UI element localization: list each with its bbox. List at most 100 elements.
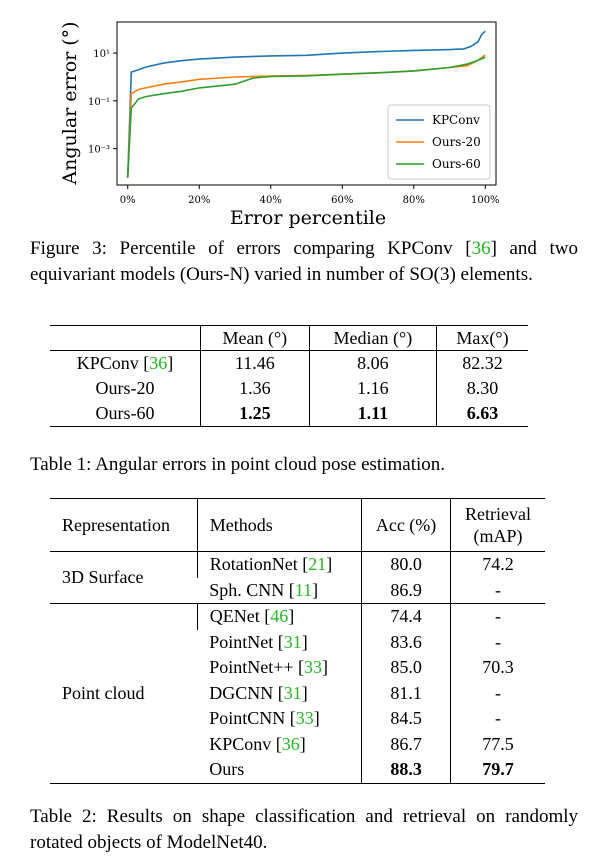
row: Ours-60 1.25 1.11 6.63 <box>50 401 528 427</box>
header-line: Retrieval <box>464 504 531 524</box>
x-tick-label: 80% <box>403 195 425 206</box>
cell: Sph. CNN [11] <box>197 578 361 604</box>
x-axis-label: Error percentile <box>230 207 386 229</box>
header-row: Mean (°) Median (°) Max(°) <box>50 325 528 351</box>
cell: 11.46 <box>199 350 310 376</box>
row: DGCNN [31] 81.1- <box>50 680 545 706</box>
group-cell: Point cloud <box>50 603 198 783</box>
cell: - <box>449 680 545 706</box>
citation: [36] <box>275 733 306 754</box>
caption-text: and two equivariant models (Ours-N) vari… <box>30 238 578 285</box>
x-tick-label: 40% <box>260 195 282 206</box>
caption-text: Angular errors in point cloud pose estim… <box>95 454 446 475</box>
cell: KPConv [36] <box>197 732 361 758</box>
cell: 85.0 <box>361 655 451 681</box>
cell: 82.32 <box>436 350 528 376</box>
cell: 83.6 <box>361 629 451 655</box>
row: PointCNN [33] 84.5- <box>50 706 545 732</box>
cell: 80.0 <box>361 551 451 578</box>
figure: Angular error (°) Error percentile 0% 20%… <box>59 21 500 229</box>
cell: - <box>449 577 545 604</box>
y-axis-label: Angular error (°) <box>59 21 81 185</box>
cell: RotationNet [21] <box>196 551 362 578</box>
cell: 84.5 <box>361 706 451 732</box>
row: KPConv [36] 11.46 8.06 82.32 <box>50 350 528 376</box>
method: Ours-20 <box>95 378 155 398</box>
method: KPConv <box>209 733 272 754</box>
row: Ours-20 1.36 1.16 8.30 <box>50 376 528 401</box>
cell: PointNet++ [33] <box>197 655 361 681</box>
cell: 70.3 <box>449 655 545 681</box>
cell: - <box>449 629 545 655</box>
caption-text: Percentile of errors comparing KPConv <box>119 238 453 259</box>
cell: 86.9 <box>361 577 451 604</box>
header-cell: Methods <box>196 498 362 552</box>
citation: [36] <box>465 238 497 259</box>
line-series <box>126 56 486 178</box>
method: PointCNN <box>209 708 286 729</box>
row: PointNet++ [33] 85.0 70.3 <box>50 655 545 681</box>
line-series <box>126 30 486 178</box>
header-cell: Representation <box>50 498 198 552</box>
caption-label: Figure 3: <box>30 238 107 259</box>
cell: PointCNN [33] <box>197 706 361 732</box>
citation: [11] <box>288 579 319 600</box>
method: PointNet <box>209 631 274 652</box>
cell: Ours-60 <box>50 401 200 427</box>
cell: - <box>449 603 545 630</box>
method: RotationNet <box>209 554 298 575</box>
caption-label: Table 1: <box>30 454 92 475</box>
cell: 77.5 <box>449 731 545 757</box>
cell: 8.06 <box>308 350 437 376</box>
figure-caption: Figure 3: Percentile of errors comparing… <box>30 236 578 288</box>
y-tick-label: 10¹ <box>93 49 110 60</box>
cell: Ours <box>197 757 361 783</box>
header-row: Representation Methods Acc (%) Retrieval (mA… <box>50 498 545 552</box>
table: Mean (°) Median (°) Max(°) KPConv [36] 11.46… <box>50 325 528 427</box>
cell: PointNet [31] <box>197 630 361 656</box>
cell: 1.16 <box>308 376 437 401</box>
row: Point cloud QENet [46] 74.4- <box>50 603 545 783</box>
row: KPConv [36] 86.7 77.5 <box>50 731 545 758</box>
method: KPConv <box>76 353 139 373</box>
method: PointNet++ <box>209 657 294 678</box>
caption-label: Table 2: <box>30 806 97 827</box>
citation: [33] <box>289 708 320 729</box>
legend-label: Ours-60 <box>432 157 481 171</box>
cell: 79.7 <box>449 757 545 783</box>
header-cell: Max(°) <box>436 325 528 351</box>
x-tick-label: 60% <box>331 195 353 206</box>
cell: Ours-20 <box>50 376 200 401</box>
method: Ours-60 <box>95 403 155 423</box>
cell: - <box>449 706 545 732</box>
header-cell <box>50 325 201 351</box>
cell: 1.25 <box>199 401 310 427</box>
cell: 1.11 <box>308 401 437 427</box>
citation: [21] <box>302 554 333 575</box>
table-caption: Table 1: Angular errors in point cloud p… <box>30 452 578 478</box>
method: Ours <box>209 759 245 780</box>
x-tick-label: 20% <box>188 195 210 206</box>
group-cell: 3D Surface <box>50 551 198 604</box>
row: PointNet [31] 83.6- <box>50 629 545 656</box>
plot-frame <box>116 21 497 186</box>
cell: 8.30 <box>436 376 528 401</box>
cell: QENet [46] <box>196 603 362 630</box>
method: QENet <box>209 606 260 627</box>
cell: 81.1 <box>361 680 451 706</box>
y-tick-label: 10⁻³ <box>88 145 110 156</box>
table-caption: Table 2: Results on shape classification… <box>30 804 578 856</box>
y-tick-label: 10⁻¹ <box>88 97 110 108</box>
row: Ours 88.3 79.7 <box>50 757 545 783</box>
cell: 6.63 <box>436 401 528 427</box>
table: Representation Methods Acc (%) Retrieval (mA… <box>50 498 545 784</box>
citation: [33] <box>298 657 329 678</box>
header-cell: Acc (%) <box>361 498 451 552</box>
header-cell: Mean (°) <box>199 325 310 351</box>
cell: 1.36 <box>199 376 310 401</box>
citation: [31] <box>277 682 308 703</box>
cell: 74.2 <box>449 551 545 578</box>
x-tick-label: 0% <box>120 195 136 206</box>
citation: [36] <box>143 353 174 373</box>
